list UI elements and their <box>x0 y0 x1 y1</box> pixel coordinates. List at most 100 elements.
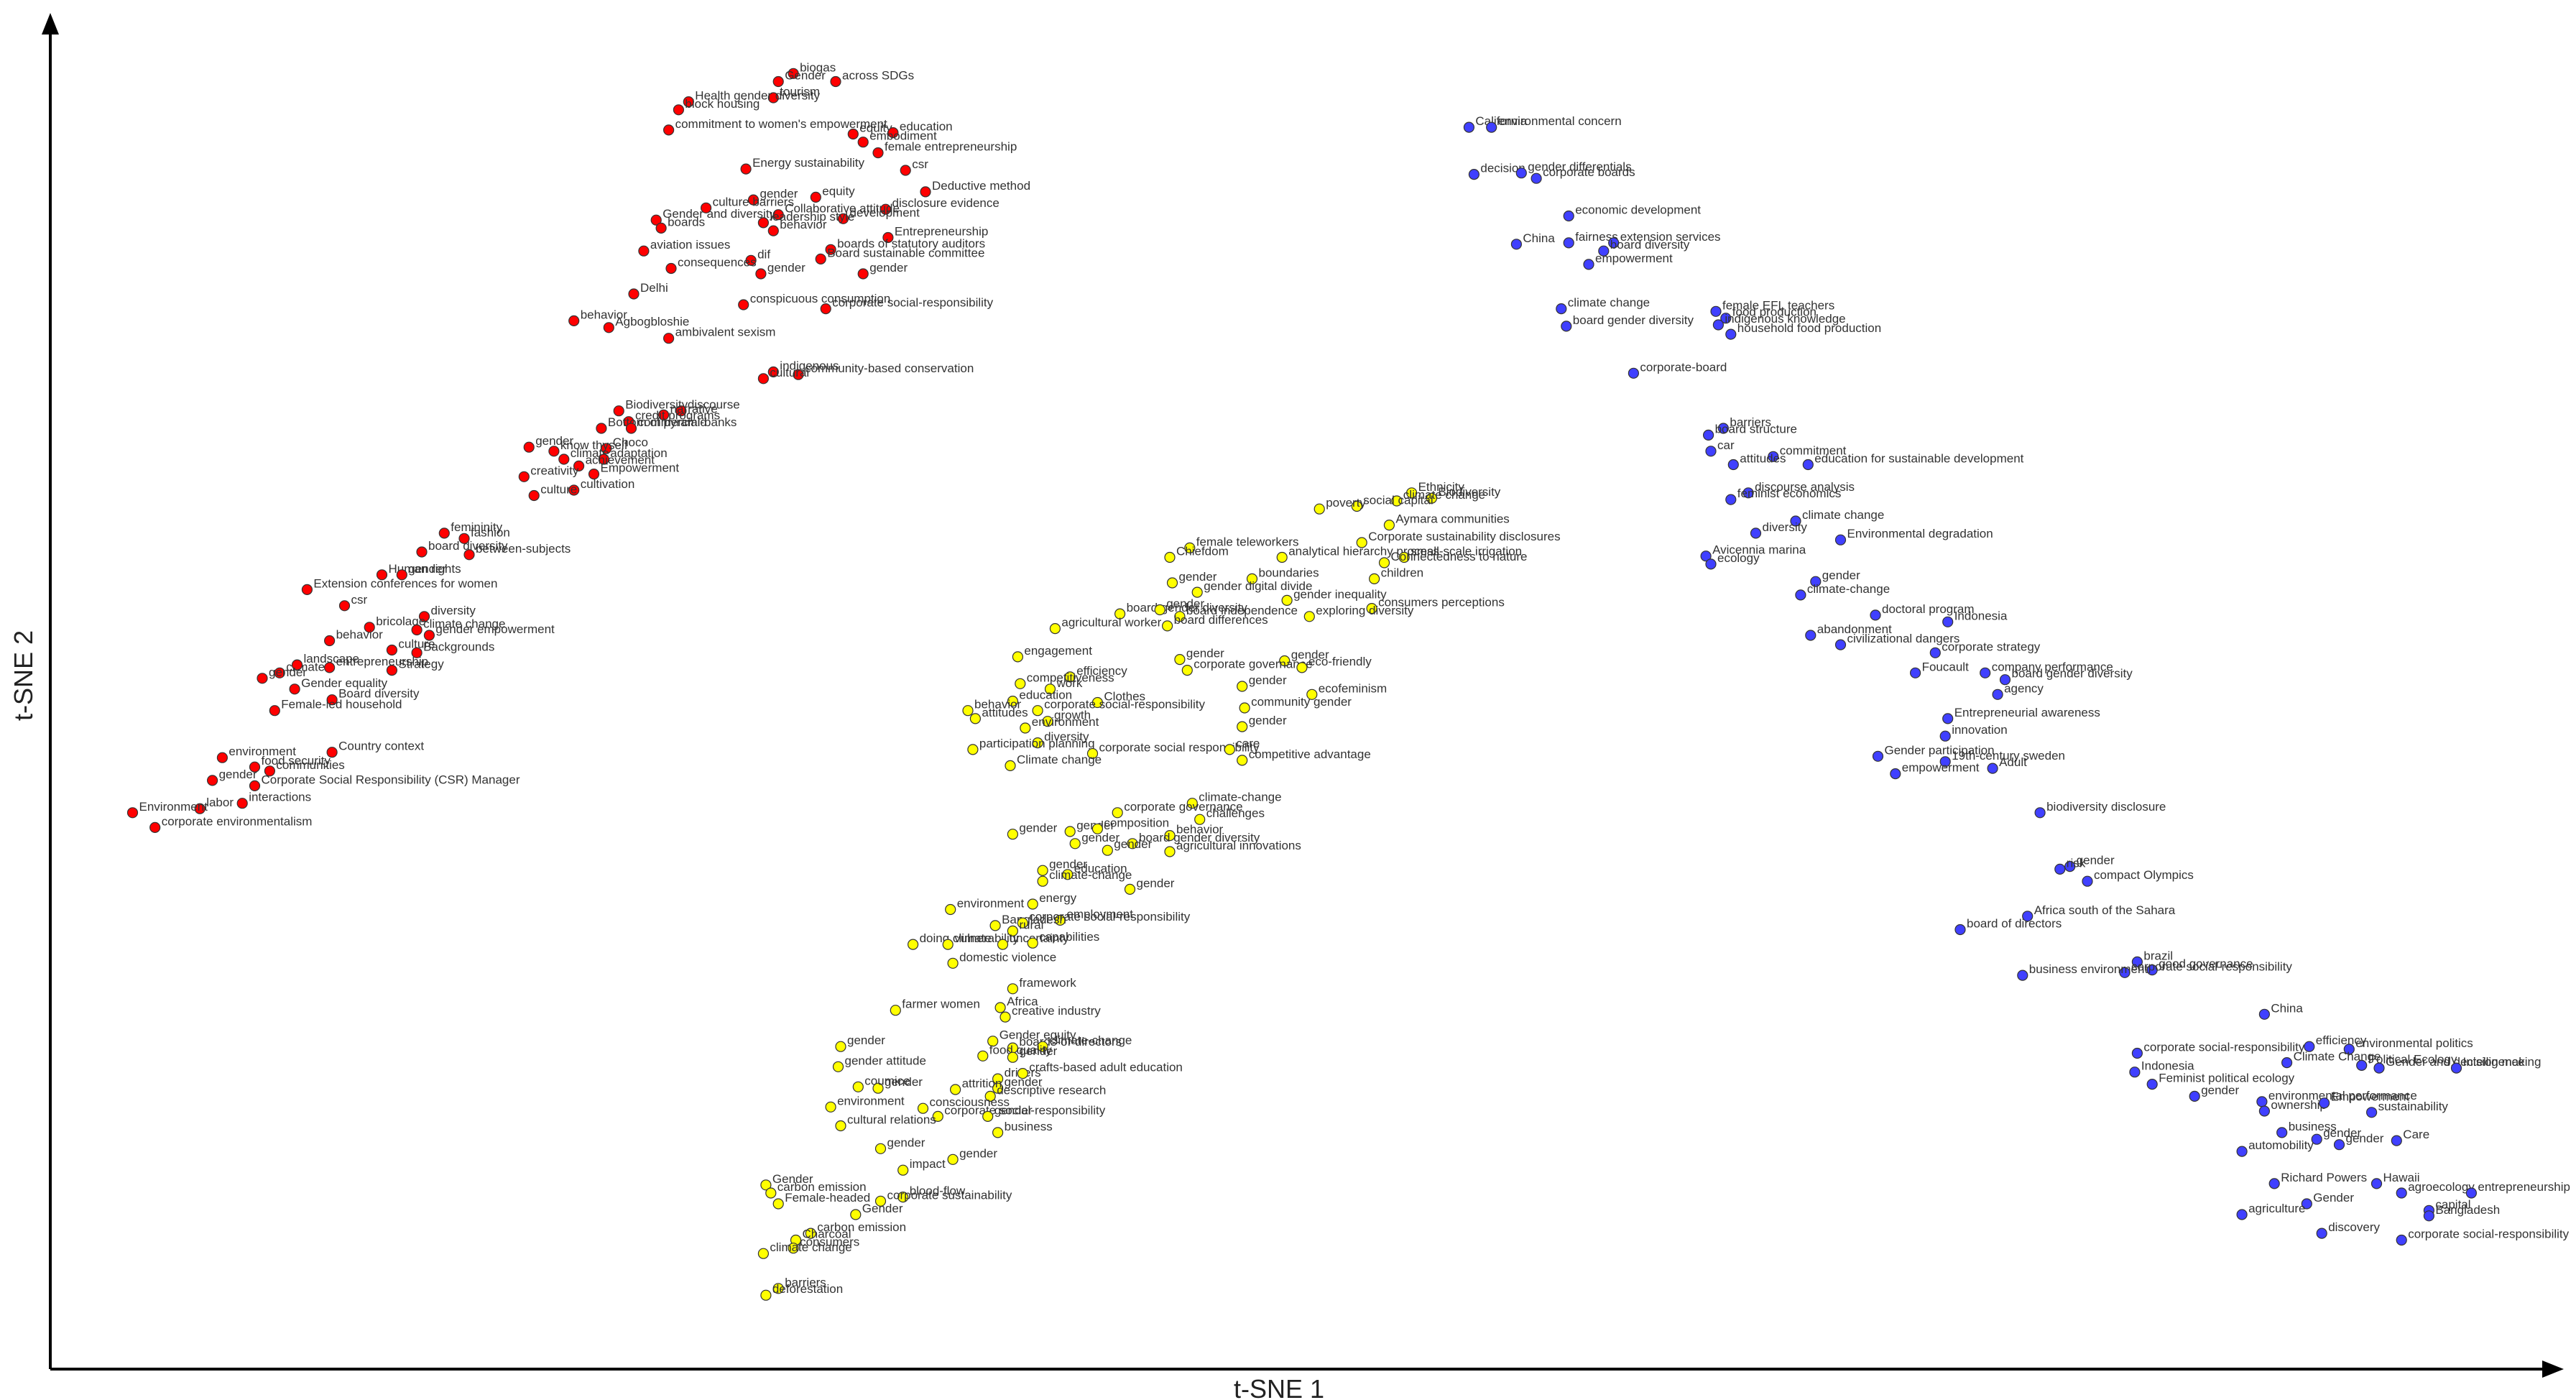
data-point <box>291 659 303 671</box>
data-point <box>757 217 770 229</box>
data-point-label: labor <box>206 796 234 809</box>
data-point-label: doing climate <box>920 931 992 945</box>
data-point <box>1237 681 1248 692</box>
data-point <box>1164 551 1176 563</box>
data-point <box>2256 1096 2268 1107</box>
data-point-label: Bangladesh <box>2435 1203 2500 1217</box>
data-point-label: carbon emission <box>817 1220 906 1234</box>
data-point-label: Entrepreneurship <box>895 225 988 239</box>
data-point-label: car <box>1717 438 1735 452</box>
data-point-label: food security <box>262 754 331 768</box>
data-point <box>745 254 757 266</box>
data-point-label: exploring diversity <box>1316 604 1414 617</box>
data-point <box>1942 713 1954 724</box>
data-point <box>837 213 849 224</box>
data-point <box>326 694 338 706</box>
data-point <box>793 369 804 380</box>
data-point-label: equity <box>859 121 892 135</box>
data-point-label: aviation issues <box>650 238 731 252</box>
data-point-label: behavior <box>581 308 628 321</box>
data-point <box>1727 459 1739 471</box>
data-point <box>890 1005 901 1016</box>
data-point <box>1020 722 1031 734</box>
data-point-label: diversity <box>1044 730 1089 744</box>
data-point-label: capabilities <box>1039 930 1099 944</box>
data-point <box>2258 1105 2270 1117</box>
data-point-label: gender <box>767 261 805 275</box>
data-point-label: landscape <box>304 652 360 666</box>
data-point-label: female entrepreneurship <box>885 140 1017 154</box>
data-point-label: interactions <box>249 791 311 804</box>
data-point <box>2054 863 2066 875</box>
data-point <box>932 1110 943 1123</box>
data-point-label: sustainability <box>2378 1100 2449 1113</box>
data-point <box>1154 604 1165 616</box>
data-point-label: development <box>850 206 920 219</box>
data-point-label: block housing <box>685 97 760 111</box>
data-point-label: framework <box>1019 976 1076 990</box>
data-point-label: climate-change <box>1199 791 1281 804</box>
data-point <box>1942 616 1954 627</box>
data-point-label: Gender <box>785 69 826 83</box>
data-point-label: between-subjects <box>476 542 571 556</box>
data-point-label: energy <box>1039 891 1076 905</box>
data-point <box>820 303 831 315</box>
data-point-label: uncertainty <box>1010 931 1070 945</box>
data-point <box>882 231 894 244</box>
data-point-label: eco-friendly <box>1308 655 1372 668</box>
data-point <box>1515 167 1527 179</box>
data-point <box>207 775 218 786</box>
data-point-label: Corporate Social Responsibility (CSR) Ma… <box>262 773 520 786</box>
data-point-label: board gender diversity <box>1573 313 1694 327</box>
data-point-label: Indonesia <box>2141 1059 2194 1073</box>
data-point-label: Environment <box>139 800 208 814</box>
data-point-label: Female-headed <box>785 1191 870 1205</box>
data-point-label: corporate social-responsibility <box>2408 1228 2569 1241</box>
data-point <box>1563 210 1574 222</box>
data-point <box>2276 1127 2288 1138</box>
data-point <box>1054 914 1066 926</box>
data-point-label: household food production <box>1737 321 1881 335</box>
data-point <box>887 127 899 139</box>
data-point-label: gender <box>1166 597 1204 611</box>
data-point <box>788 1243 799 1254</box>
data-point-label: cultural <box>770 366 809 379</box>
data-point-label: Clothes <box>1104 690 1145 704</box>
data-point <box>683 96 694 108</box>
data-point <box>847 128 859 140</box>
data-point <box>1194 814 1206 825</box>
data-point <box>772 1198 784 1210</box>
data-point-label: attitudes <box>982 706 1028 719</box>
data-point <box>1174 653 1186 666</box>
data-point <box>1239 702 1250 714</box>
data-point <box>805 1228 816 1239</box>
data-point <box>969 713 982 724</box>
data-point-label: poverty <box>1326 496 1366 510</box>
x-axis-title: t-SNE 1 <box>1234 1374 1324 1400</box>
data-point <box>977 1050 989 1061</box>
data-point-label: Energy sustainability <box>752 156 864 170</box>
data-point <box>2281 1056 2293 1069</box>
data-point <box>1987 763 1998 774</box>
data-point-label: impact <box>910 1157 946 1171</box>
data-point-label: coumice <box>864 1074 910 1087</box>
data-point <box>1750 528 1762 539</box>
data-point-label: environment <box>228 745 296 758</box>
data-point-label: empowerment <box>1595 252 1673 265</box>
data-point <box>2391 1135 2402 1146</box>
data-point <box>874 1143 887 1154</box>
data-point-label: climate change <box>1568 296 1650 310</box>
data-point-label: business environment <box>2029 962 2148 976</box>
data-point <box>1703 429 1714 441</box>
data-point <box>1314 503 1325 515</box>
data-point-label: discourse analysis <box>1755 480 1855 494</box>
data-point-label: biodiversity disclosure <box>2046 800 2166 814</box>
data-point-label: rural <box>1019 918 1043 931</box>
data-point-label: gender <box>2201 1083 2239 1097</box>
data-point-label: gender <box>885 1075 923 1089</box>
data-point <box>601 443 612 454</box>
data-point-label: gender <box>1249 714 1287 727</box>
data-point <box>1037 1041 1048 1052</box>
data-point-label: gender <box>1114 837 1152 851</box>
data-point <box>249 761 261 773</box>
